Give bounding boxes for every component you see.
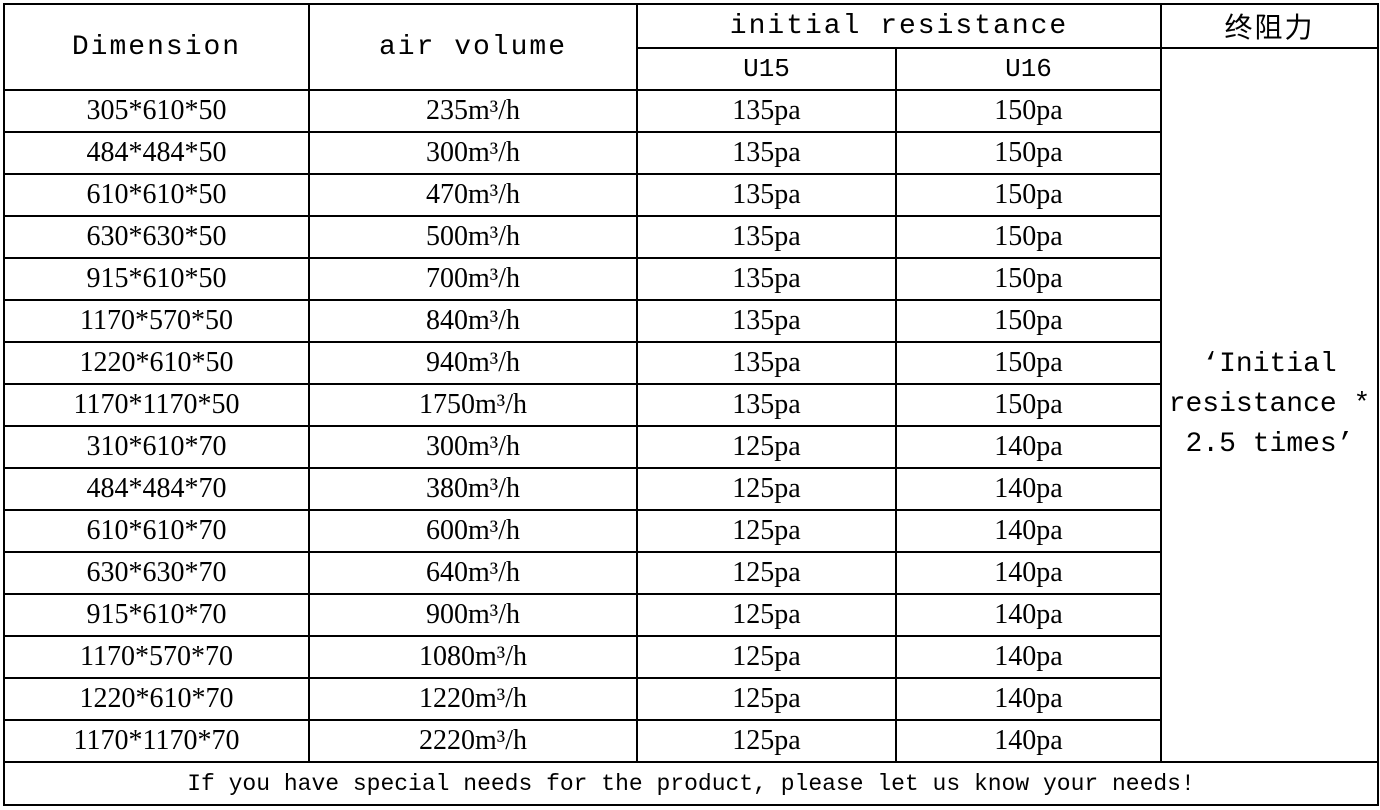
table-cell: 300m³/h (308, 425, 638, 469)
table-cell: 700m³/h (308, 257, 638, 301)
table-row: 305*610*50 235m³/h 135pa 150pa (3, 89, 1378, 133)
table-cell: 140pa (894, 551, 1163, 595)
table-cell: 610*610*50 (3, 173, 310, 217)
table-cell: 470m³/h (308, 173, 638, 217)
table-row: 484*484*50 300m³/h 135pa 150pa (3, 131, 1378, 175)
table-row: 1170*570*50 840m³/h 135pa 150pa (3, 299, 1378, 343)
header-cell: U16 (894, 47, 1163, 91)
table-cell: 140pa (894, 635, 1163, 679)
table-cell: 630*630*50 (3, 215, 310, 259)
table-row: 610*610*50 470m³/h 135pa 150pa (3, 173, 1378, 217)
table-cell: 1170*570*70 (3, 635, 310, 679)
table-cell: 135pa (636, 215, 897, 259)
header-cell: 终阻力 (1160, 3, 1380, 49)
table-cell: 2220m³/h (308, 719, 638, 763)
table-cell: 1080m³/h (308, 635, 638, 679)
table-cell: 125pa (636, 635, 897, 679)
table-cell: 940m³/h (308, 341, 638, 385)
table-cell: 140pa (894, 509, 1163, 553)
table-cell: 915*610*70 (3, 593, 310, 637)
table-cell: 125pa (636, 425, 897, 469)
table-cell: 140pa (894, 425, 1163, 469)
table-cell: 150pa (894, 89, 1163, 133)
table-cell: 150pa (894, 257, 1163, 301)
table-row: 630*630*70 640m³/h 125pa 140pa (3, 551, 1378, 595)
table-cell: 1170*1170*50 (3, 383, 310, 427)
table-cell: 380m³/h (308, 467, 638, 511)
table-cell: 150pa (894, 383, 1163, 427)
table-cell: 135pa (636, 341, 897, 385)
header-cell: initial resistance (635, 3, 1163, 49)
table-cell: 135pa (636, 173, 897, 217)
table-cell: 150pa (894, 173, 1163, 217)
table-row: 610*610*70 600m³/h 125pa 140pa (3, 509, 1378, 553)
table-cell: 235m³/h (308, 89, 638, 133)
table-row: 915*610*50 700m³/h 135pa 150pa (3, 257, 1378, 301)
table-cell: 484*484*50 (3, 131, 310, 175)
header-cell: U15 (636, 47, 897, 91)
table-cell: 610*610*70 (3, 509, 310, 553)
final-note: ‘Initial resistance * 2.5 times’ (1160, 47, 1380, 763)
table-cell: 140pa (894, 719, 1163, 763)
header-cell: air volume (308, 3, 638, 91)
table-cell: 135pa (636, 299, 897, 343)
table-cell: 900m³/h (308, 593, 638, 637)
table-cell: 135pa (636, 89, 897, 133)
table-cell: 140pa (894, 467, 1163, 511)
table-row: 1220*610*70 1220m³/h 125pa 140pa (3, 677, 1378, 721)
table-row: 630*630*50 500m³/h 135pa 150pa (3, 215, 1378, 259)
table-row: 1170*1170*70 2220m³/h 125pa 140pa (3, 719, 1378, 763)
table-row: 1170*1170*50 1750m³/h 135pa 150pa (3, 383, 1378, 427)
table-cell: 1220*610*70 (3, 677, 310, 721)
footer-cell: If you have special needs for the produc… (2, 761, 1380, 806)
table-cell: 640m³/h (308, 551, 638, 595)
table-row: 1170*570*70 1080m³/h 125pa 140pa (3, 635, 1378, 679)
table-row: 915*610*70 900m³/h 125pa 140pa (3, 593, 1378, 637)
table-cell: 125pa (636, 551, 897, 595)
table-row: 310*610*70 300m³/h 125pa 140pa (3, 425, 1378, 469)
table-cell: 125pa (636, 509, 897, 553)
table-cell: 125pa (636, 677, 897, 721)
table-cell: 125pa (636, 719, 897, 763)
table-cell: 630*630*70 (3, 551, 310, 595)
table-cell: 135pa (636, 131, 897, 175)
table-cell: 135pa (636, 383, 897, 427)
table-cell: 840m³/h (308, 299, 638, 343)
table-cell: 310*610*70 (3, 425, 310, 469)
table-cell: 1220m³/h (308, 677, 638, 721)
table-cell: 305*610*50 (3, 89, 310, 133)
table-cell: 1170*570*50 (3, 299, 310, 343)
table-cell: 1220*610*50 (3, 341, 310, 385)
table-cell: 500m³/h (308, 215, 638, 259)
table-cell: 125pa (636, 593, 897, 637)
table-cell: 140pa (894, 593, 1163, 637)
table-cell: 600m³/h (308, 509, 638, 553)
table-row: 484*484*70 380m³/h 125pa 140pa (3, 467, 1378, 511)
header-cell: Dimension (3, 3, 310, 91)
footer-row: If you have special needs for the produc… (2, 761, 1380, 806)
table-cell: 150pa (894, 299, 1163, 343)
table-row: 1220*610*50 940m³/h 135pa 150pa (3, 341, 1378, 385)
table-cell: 150pa (894, 131, 1163, 175)
table-cell: 915*610*50 (3, 257, 310, 301)
table-cell: 1170*1170*70 (3, 719, 310, 763)
table-cell: 140pa (894, 677, 1163, 721)
table-cell: 135pa (636, 257, 897, 301)
table-cell: 125pa (636, 467, 897, 511)
table-cell: 150pa (894, 341, 1163, 385)
table-cell: 150pa (894, 215, 1163, 259)
table-cell: 300m³/h (308, 131, 638, 175)
table-cell: 1750m³/h (308, 383, 638, 427)
table-cell: 484*484*70 (3, 467, 310, 511)
spec-table: Dimension air volume initial resistance … (2, 3, 1380, 806)
